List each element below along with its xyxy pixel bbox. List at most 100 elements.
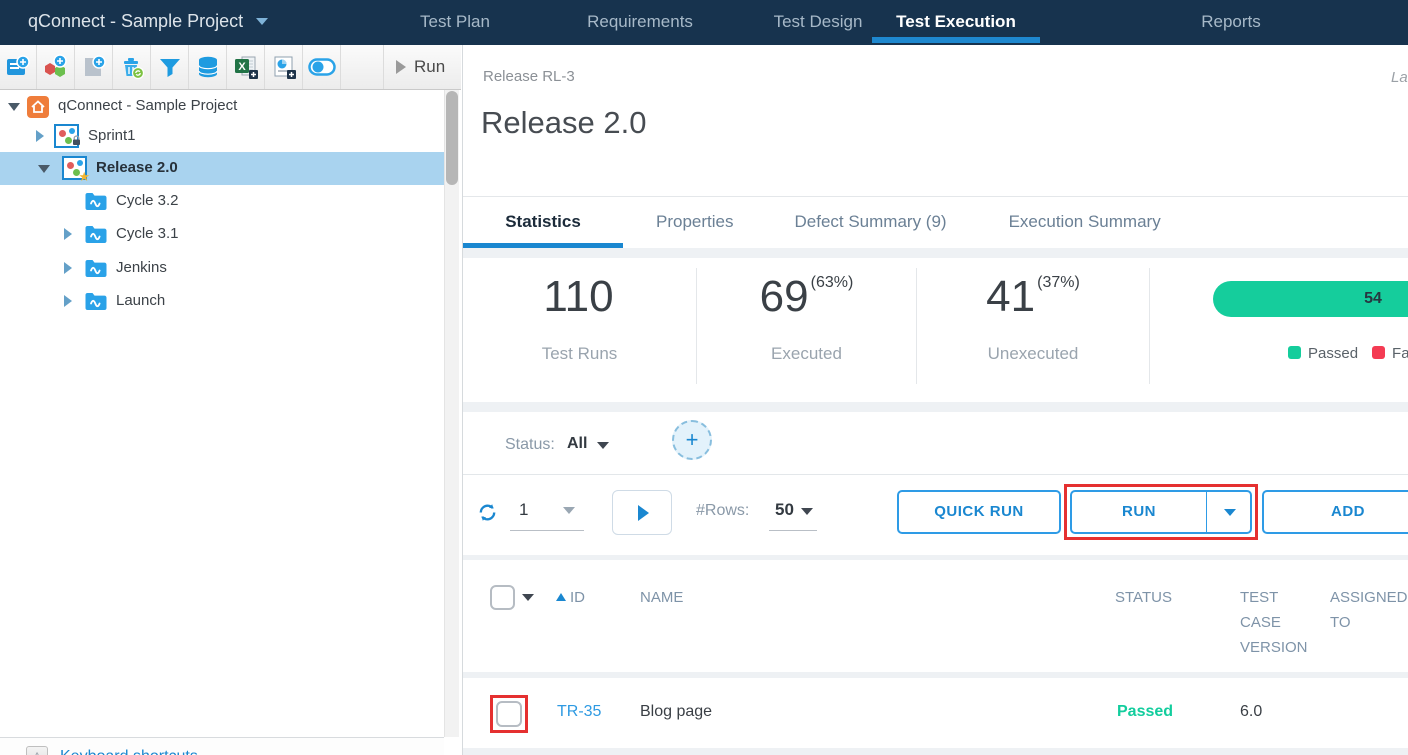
tree-item-release-2-0[interactable]: ★ Release 2.0 xyxy=(0,152,444,185)
expand-arrow-icon[interactable] xyxy=(64,262,72,274)
sidebar-scrollbar[interactable] xyxy=(444,90,459,737)
toolbar-run-button[interactable]: Run xyxy=(383,45,445,89)
nav-tab-test-plan[interactable]: Test Plan xyxy=(420,12,490,31)
truncated-edge-text: La xyxy=(1391,69,1408,86)
add-button[interactable]: ADD xyxy=(1262,490,1408,534)
nav-tab-test-design[interactable]: Test Design xyxy=(773,12,863,31)
run-button-highlight xyxy=(1064,484,1258,540)
filter-icon[interactable] xyxy=(152,45,189,89)
add-filter-button[interactable]: + xyxy=(672,420,712,460)
cycle-folder-icon xyxy=(84,223,108,250)
run-button-label[interactable]: RUN xyxy=(1122,503,1156,520)
chevron-down-icon[interactable] xyxy=(597,442,609,449)
cycle-folder-icon xyxy=(84,290,108,317)
export-excel-icon[interactable]: X xyxy=(228,45,265,89)
add-cycle-icon[interactable] xyxy=(38,45,75,89)
column-header-assigned-to[interactable]: ASSIGNED TO xyxy=(1330,589,1408,631)
sort-ascending-icon[interactable] xyxy=(556,593,566,601)
sidebar-scrollbar-thumb[interactable] xyxy=(446,91,458,185)
report-icon[interactable] xyxy=(266,45,303,89)
column-header-test-case-version[interactable]: TEST CASE VERSION xyxy=(1240,589,1308,656)
status-badge: Passed xyxy=(1117,703,1174,720)
tree-item-label: Launch xyxy=(116,292,166,309)
column-header-id[interactable]: ID xyxy=(570,589,585,606)
tree-item-label: qConnect - Sample Project xyxy=(58,97,238,114)
table-row[interactable]: TR-35 Blog page Passed 6.0 xyxy=(463,678,1408,748)
test-run-id-link[interactable]: TR-35 xyxy=(557,703,602,720)
stat-label: Unexecuted xyxy=(987,344,1079,363)
add-testcase-icon[interactable] xyxy=(0,45,37,89)
tree-item-cycle-3-1[interactable]: Cycle 3.1 xyxy=(0,218,444,251)
column-header-status[interactable]: STATUS xyxy=(1115,589,1172,606)
quick-run-button[interactable]: QUICK RUN xyxy=(897,490,1061,534)
keyboard-shortcuts-link[interactable]: Keyboard shortcuts xyxy=(60,748,198,755)
chevron-down-icon xyxy=(256,18,269,25)
project-selector[interactable]: qConnect - Sample Project xyxy=(28,11,269,32)
expand-arrow-icon[interactable] xyxy=(64,295,72,307)
test-case-version: 6.0 xyxy=(1240,703,1263,720)
stat-percent: (37%) xyxy=(1037,274,1080,291)
expand-arrow-icon[interactable] xyxy=(36,130,44,142)
tree-item-label: Cycle 3.1 xyxy=(116,225,179,242)
stat-value: 110 xyxy=(543,272,614,321)
divider xyxy=(463,474,1408,475)
stat-executed: 69 (63%) Executed xyxy=(697,268,917,384)
section-divider xyxy=(463,555,1408,560)
run-options-caret-icon[interactable] xyxy=(1224,509,1236,516)
cycle-folder-icon xyxy=(84,257,108,284)
page-title: Release 2.0 xyxy=(481,105,647,140)
table-header-row: ID NAME STATUS TEST CASE VERSION ASSIGNE… xyxy=(463,585,1408,670)
chevron-down-icon[interactable] xyxy=(801,508,813,515)
page-input-underline xyxy=(510,530,584,531)
status-filter-value[interactable]: All xyxy=(567,435,588,452)
refresh-icon[interactable] xyxy=(477,502,498,523)
recycle-bin-icon[interactable] xyxy=(114,45,151,89)
row-divider xyxy=(463,748,1408,755)
tree-item-project-root[interactable]: qConnect - Sample Project xyxy=(0,90,444,123)
tree-toolbar: X Run xyxy=(0,45,461,90)
svg-text:X: X xyxy=(238,61,246,73)
nav-tab-test-execution[interactable]: Test Execution xyxy=(896,12,1016,31)
collapse-arrow-icon[interactable] xyxy=(8,103,20,111)
main-panel: Release RL-3 La Release 2.0 Statistics P… xyxy=(462,45,1408,755)
tree-item-label: Jenkins xyxy=(116,259,167,276)
rows-label: #Rows: xyxy=(696,502,750,519)
collapse-arrow-icon[interactable] xyxy=(38,165,50,173)
tab-defect-summary[interactable]: Defect Summary (9) xyxy=(794,212,947,231)
rows-select[interactable]: 50 xyxy=(775,500,794,519)
tree-item-label: Release 2.0 xyxy=(96,159,178,176)
cycle-folder-icon xyxy=(84,190,108,217)
tab-properties[interactable]: Properties xyxy=(656,212,734,231)
toggle-icon[interactable] xyxy=(304,45,341,89)
select-all-checkbox[interactable] xyxy=(490,585,515,610)
stat-value: 69 (63%) xyxy=(759,272,854,321)
detail-tabbar: Statistics Properties Defect Summary (9)… xyxy=(463,196,1408,249)
nav-tab-reports[interactable]: Reports xyxy=(1201,12,1261,31)
tree-item-jenkins[interactable]: Jenkins xyxy=(0,252,444,285)
next-page-button[interactable] xyxy=(612,490,672,535)
row-checkbox[interactable] xyxy=(496,701,522,727)
tree-item-sprint1[interactable]: Sprint1 xyxy=(0,120,444,153)
nav-tab-requirements[interactable]: Requirements xyxy=(587,12,693,31)
row-divider xyxy=(463,672,1408,678)
test-run-table: ID NAME STATUS TEST CASE VERSION ASSIGNE… xyxy=(463,560,1408,755)
tab-execution-summary[interactable]: Execution Summary xyxy=(1008,212,1161,231)
checkbox-highlight xyxy=(490,695,528,733)
legend-failed-label: Fa xyxy=(1392,345,1408,362)
chevron-down-icon[interactable] xyxy=(563,507,575,514)
add-page-icon[interactable] xyxy=(76,45,113,89)
select-options-caret-icon[interactable] xyxy=(522,594,534,601)
run-split-button[interactable]: RUN xyxy=(1070,490,1252,534)
expand-arrow-icon[interactable] xyxy=(64,228,72,240)
breadcrumb: Release RL-3 xyxy=(483,68,575,85)
tree-item-cycle-3-2[interactable]: Cycle 3.2 xyxy=(0,185,444,218)
status-filter-label: Status: xyxy=(505,436,555,453)
column-header-name[interactable]: NAME xyxy=(640,589,684,606)
tree-item-launch[interactable]: Launch xyxy=(0,285,444,318)
database-icon[interactable] xyxy=(190,45,227,89)
tab-statistics[interactable]: Statistics xyxy=(463,197,623,249)
release-icon: ★ xyxy=(62,156,90,183)
page-number-input[interactable]: 1 xyxy=(519,500,529,519)
stat-value: 41 (37%) xyxy=(986,272,1080,321)
